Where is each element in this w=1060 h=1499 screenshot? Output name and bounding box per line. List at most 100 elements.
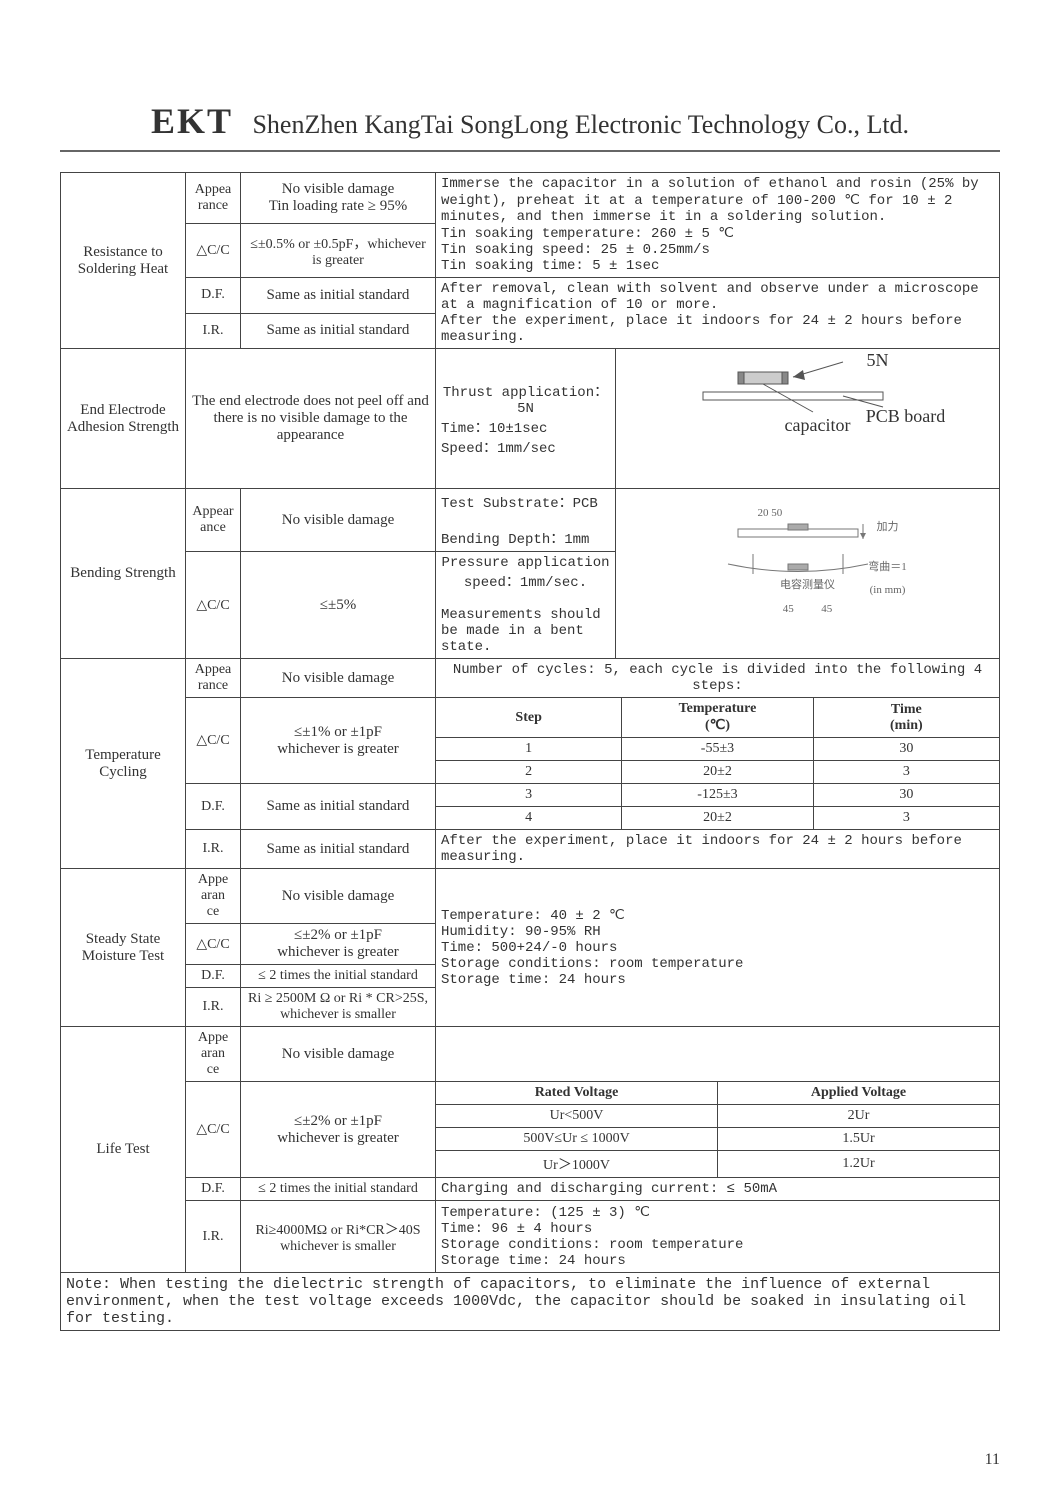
requirement: No visible damage	[241, 1027, 436, 1082]
spec-table: Resistance to Soldering Heat Appea rance…	[60, 172, 1000, 1331]
cycle-cell: 1	[436, 738, 622, 761]
requirement: No visible damage	[241, 659, 436, 698]
cycle-header-temp: Temperature (℃)	[622, 698, 813, 738]
condition: Temperature: (125 ± 3) ℃ Time: 96 ± 4 ho…	[436, 1201, 1000, 1273]
cycle-cell: 2	[436, 761, 622, 784]
cond-line: Thrust application：5N	[441, 381, 610, 417]
param: D.F.	[186, 965, 241, 988]
dim-label: 20 50	[708, 507, 908, 519]
volt-header-rated: Rated Voltage	[436, 1082, 718, 1105]
bend-label: 弯曲＝1	[858, 561, 918, 573]
test-label: Temperature Cycling	[61, 659, 186, 869]
volt-header-applied: Applied Voltage	[718, 1082, 1000, 1105]
volt-cell: 1.2Ur	[718, 1151, 1000, 1178]
param: D.F.	[186, 1178, 241, 1201]
cond-line: Measurements should be made in a bent st…	[441, 607, 610, 655]
param: D.F.	[186, 278, 241, 314]
param: Appea rance	[186, 659, 241, 698]
requirement: ≤ 2 times the initial standard	[241, 1178, 436, 1201]
test-label: Steady State Moisture Test	[61, 869, 186, 1027]
cycle-header-step: Step	[436, 698, 622, 738]
page-header: EKT ShenZhen KangTai SongLong Electronic…	[60, 100, 1000, 152]
cycle-cell: -125±3	[622, 784, 813, 807]
cond-line: Pressure application speed：1mm/sec.	[441, 555, 610, 591]
requirement: Same as initial standard	[241, 313, 436, 349]
condition: Thrust application：5N Time：10±1sec Speed…	[436, 349, 616, 489]
force-label: 5N	[848, 350, 908, 371]
volt-cell: 2Ur	[718, 1105, 1000, 1128]
condition: After the experiment, place it indoors f…	[436, 830, 1000, 869]
page-number: 11	[985, 1451, 1000, 1469]
requirement: ≤±2% or ±1pF whichever is greater	[241, 1082, 436, 1178]
param: △C/C	[186, 698, 241, 784]
param: Appe aran ce	[186, 1027, 241, 1082]
param: I.R.	[186, 313, 241, 349]
cycle-cell: 20±2	[622, 807, 813, 830]
volt-cell: Ur＞1000V	[436, 1151, 718, 1178]
param: △C/C	[186, 1082, 241, 1178]
condition: Number of cycles: 5, each cycle is divid…	[436, 659, 1000, 698]
cond-line: Speed：1mm/sec	[441, 437, 610, 457]
cycle-cell: 3	[436, 784, 622, 807]
param: I.R.	[186, 830, 241, 869]
cycle-header-time: Time (min)	[813, 698, 999, 738]
cycle-table: Step Temperature (℃) Time (min) 1 -55±3 …	[436, 698, 999, 783]
condition: Charging and discharging current: ≤ 50mA	[436, 1178, 1000, 1201]
side-label: 加力	[868, 521, 908, 533]
brand-logo: EKT	[151, 101, 233, 141]
test-label: Resistance to Soldering Heat	[61, 173, 186, 349]
cycle-table-cell: Step Temperature (℃) Time (min) 1 -55±3 …	[436, 698, 1000, 784]
cycle-cell: 30	[813, 784, 999, 807]
cycle-cell: -55±3	[622, 738, 813, 761]
condition: Pressure application speed：1mm/sec. Meas…	[436, 552, 616, 659]
requirement: Same as initial standard	[241, 784, 436, 830]
volt-cell: Ur<500V	[436, 1105, 718, 1128]
cycle-cell: 30	[813, 738, 999, 761]
requirement: ≤±5%	[241, 552, 436, 659]
cycle-table-bot: 3 -125±3 30 4 20±2 3	[436, 784, 999, 829]
requirement: Ri≥4000MΩ or Ri*CR＞40S whichever is smal…	[241, 1201, 436, 1273]
dim-45b: 45	[821, 603, 832, 615]
cycle-table-cell2: 3 -125±3 30 4 20±2 3	[436, 784, 1000, 830]
gauge-label: 电容测量仪	[768, 579, 848, 591]
volt-table-cell: Rated Voltage Applied Voltage Ur<500V 2U…	[436, 1082, 1000, 1178]
diagram-cell: 5N capacitor PCB board	[616, 349, 1000, 489]
requirement: No visible damage	[241, 489, 436, 552]
volt-table: Rated Voltage Applied Voltage Ur<500V 2U…	[436, 1082, 999, 1177]
company-name: ShenZhen KangTai SongLong Electronic Tec…	[252, 110, 909, 139]
requirement: Ri ≥ 2500M Ω or Ri * CR>25S, whichever i…	[241, 988, 436, 1027]
param: Appear ance	[186, 489, 241, 552]
pcb-label: PCB board	[861, 406, 951, 427]
cond-line: Test Substrate：PCB	[441, 492, 610, 512]
requirement: The end electrode does not peel off and …	[186, 349, 436, 489]
param: △C/C	[186, 224, 241, 278]
test-label: End Electrode Adhesion Strength	[61, 349, 186, 489]
cycle-cell: 20±2	[622, 761, 813, 784]
diagram-cell: 20 50 加力 弯曲＝1 电容测量仪	[616, 489, 1000, 659]
param: D.F.	[186, 784, 241, 830]
param: △C/C	[186, 924, 241, 965]
cycle-cell: 3	[813, 761, 999, 784]
cycle-cell: 4	[436, 807, 622, 830]
cond-line: Time：10±1sec	[441, 417, 610, 437]
param: Appea rance	[186, 173, 241, 224]
thrust-diagram: 5N capacitor PCB board	[693, 352, 923, 485]
test-label: Bending Strength	[61, 489, 186, 659]
param: △C/C	[186, 552, 241, 659]
unit-label: (in mm)	[863, 584, 913, 596]
requirement: ≤ 2 times the initial standard	[241, 965, 436, 988]
dim-45a: 45	[783, 603, 794, 615]
requirement: ≤±1% or ±1pF whichever is greater	[241, 698, 436, 784]
empty-cell	[436, 1027, 1000, 1082]
requirement: ≤±0.5% or ±0.5pF，whichever is greater	[241, 224, 436, 278]
requirement: Same as initial standard	[241, 278, 436, 314]
condition: Immerse the capacitor in a solution of e…	[436, 173, 1000, 278]
condition: Test Substrate：PCB Bending Depth：1mm	[436, 489, 616, 552]
cycle-cell: 3	[813, 807, 999, 830]
param: I.R.	[186, 988, 241, 1027]
cond-line: Bending Depth：1mm	[441, 528, 610, 548]
requirement: No visible damage	[241, 869, 436, 924]
test-label: Life Test	[61, 1027, 186, 1273]
condition: Temperature: 40 ± 2 ℃ Humidity: 90-95% R…	[436, 869, 1000, 1027]
requirement: ≤±2% or ±1pF whichever is greater	[241, 924, 436, 965]
